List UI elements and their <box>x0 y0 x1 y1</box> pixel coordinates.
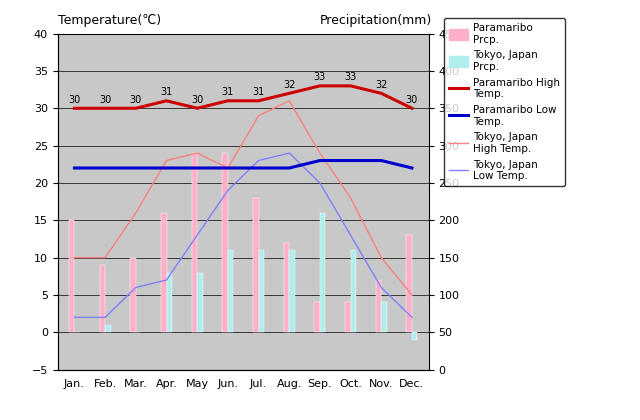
Text: 33: 33 <box>344 72 356 82</box>
Bar <box>381 302 387 332</box>
Bar <box>222 153 228 332</box>
Bar <box>314 302 320 332</box>
Bar <box>197 273 203 332</box>
Text: 33: 33 <box>314 72 326 82</box>
Bar <box>289 250 295 332</box>
Bar <box>412 332 417 340</box>
Bar <box>259 250 264 332</box>
Bar <box>69 220 74 332</box>
Bar <box>320 213 325 332</box>
Text: 30: 30 <box>99 94 111 105</box>
Bar <box>100 265 105 332</box>
Bar <box>284 243 289 332</box>
Text: 30: 30 <box>191 94 204 105</box>
Text: 32: 32 <box>375 80 387 89</box>
Bar <box>131 257 136 332</box>
Bar <box>345 302 351 332</box>
Bar <box>166 273 172 332</box>
Text: 30: 30 <box>406 94 418 105</box>
Bar <box>351 250 356 332</box>
Bar <box>191 153 197 332</box>
Text: 30: 30 <box>130 94 142 105</box>
Text: 32: 32 <box>283 80 296 89</box>
Text: 31: 31 <box>161 87 173 97</box>
Text: Precipitation(mm): Precipitation(mm) <box>320 14 432 27</box>
Bar <box>228 250 234 332</box>
Bar <box>406 235 412 332</box>
Text: Temperature(℃): Temperature(℃) <box>58 14 161 27</box>
Bar <box>161 213 166 332</box>
Bar <box>376 280 381 332</box>
Text: 31: 31 <box>252 87 265 97</box>
Legend: Paramaribo
Prcp., Tokyo, Japan
Prcp., Paramaribo High
Temp., Paramaribo Low
Temp: Paramaribo Prcp., Tokyo, Japan Prcp., Pa… <box>444 18 565 186</box>
Text: 30: 30 <box>68 94 81 105</box>
Bar <box>253 198 259 332</box>
Bar <box>105 325 111 332</box>
Text: 31: 31 <box>221 87 234 97</box>
